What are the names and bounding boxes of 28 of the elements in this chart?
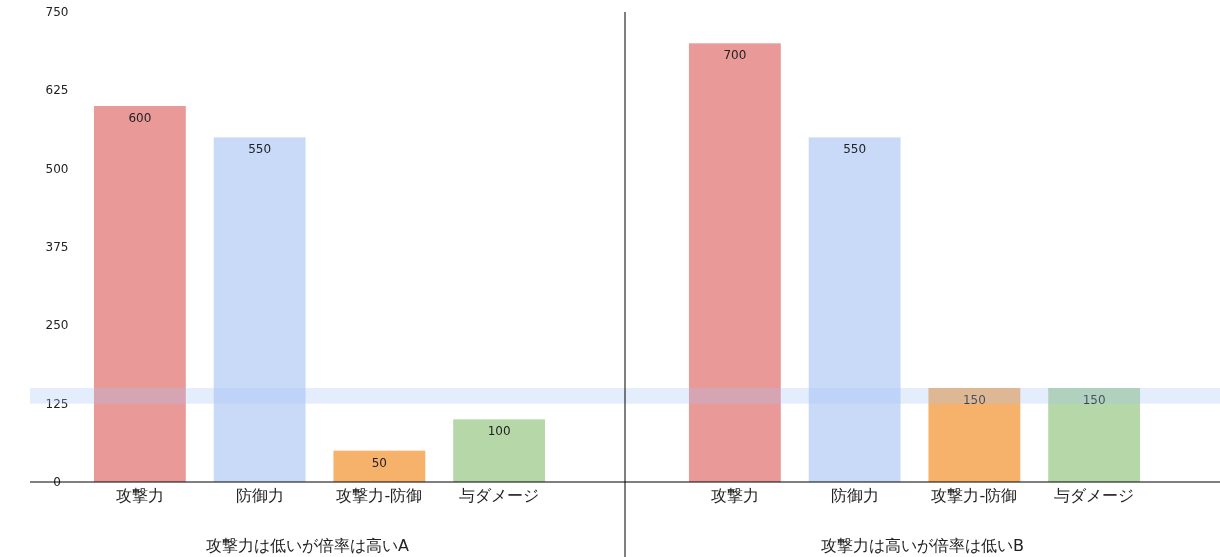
data-label: 550: [843, 142, 867, 157]
y-tick-label: 625: [45, 83, 69, 98]
data-label: 100: [487, 424, 511, 439]
bar: [453, 419, 546, 482]
y-tick-label: 375: [45, 240, 69, 254]
x-tick-label: 防御力: [235, 486, 284, 505]
y-tick-label: 750: [45, 5, 69, 19]
bar: [333, 450, 426, 482]
y-tick-label: 500: [45, 161, 69, 176]
x-tick-label: 防御力: [830, 486, 879, 505]
bar: [213, 137, 306, 482]
data-label: 150: [1082, 393, 1106, 407]
x-tick-label: 与ダメージ: [459, 486, 540, 505]
x-tick-label: 与ダメージ: [1054, 486, 1135, 505]
y-tick-label: 250: [45, 318, 69, 333]
data-label: 150: [962, 393, 986, 407]
x-axis-title: 攻撃力は高いが倍率は低いB: [821, 536, 1024, 555]
x-tick-label: 攻撃力-防御: [931, 486, 1018, 505]
data-label: 700: [723, 48, 747, 63]
data-label: 600: [128, 111, 152, 125]
bar: [93, 106, 186, 482]
x-axis-title: 攻撃力は低いが倍率は高いA: [206, 536, 410, 555]
x-tick-label: 攻撃力-防御: [336, 486, 423, 505]
x-tick-label: 攻撃力: [115, 486, 164, 505]
x-tick-label: 攻撃力: [710, 486, 759, 505]
y-tick-label: 125: [45, 396, 69, 411]
data-label: 550: [248, 142, 272, 157]
data-label: 50: [371, 455, 388, 470]
